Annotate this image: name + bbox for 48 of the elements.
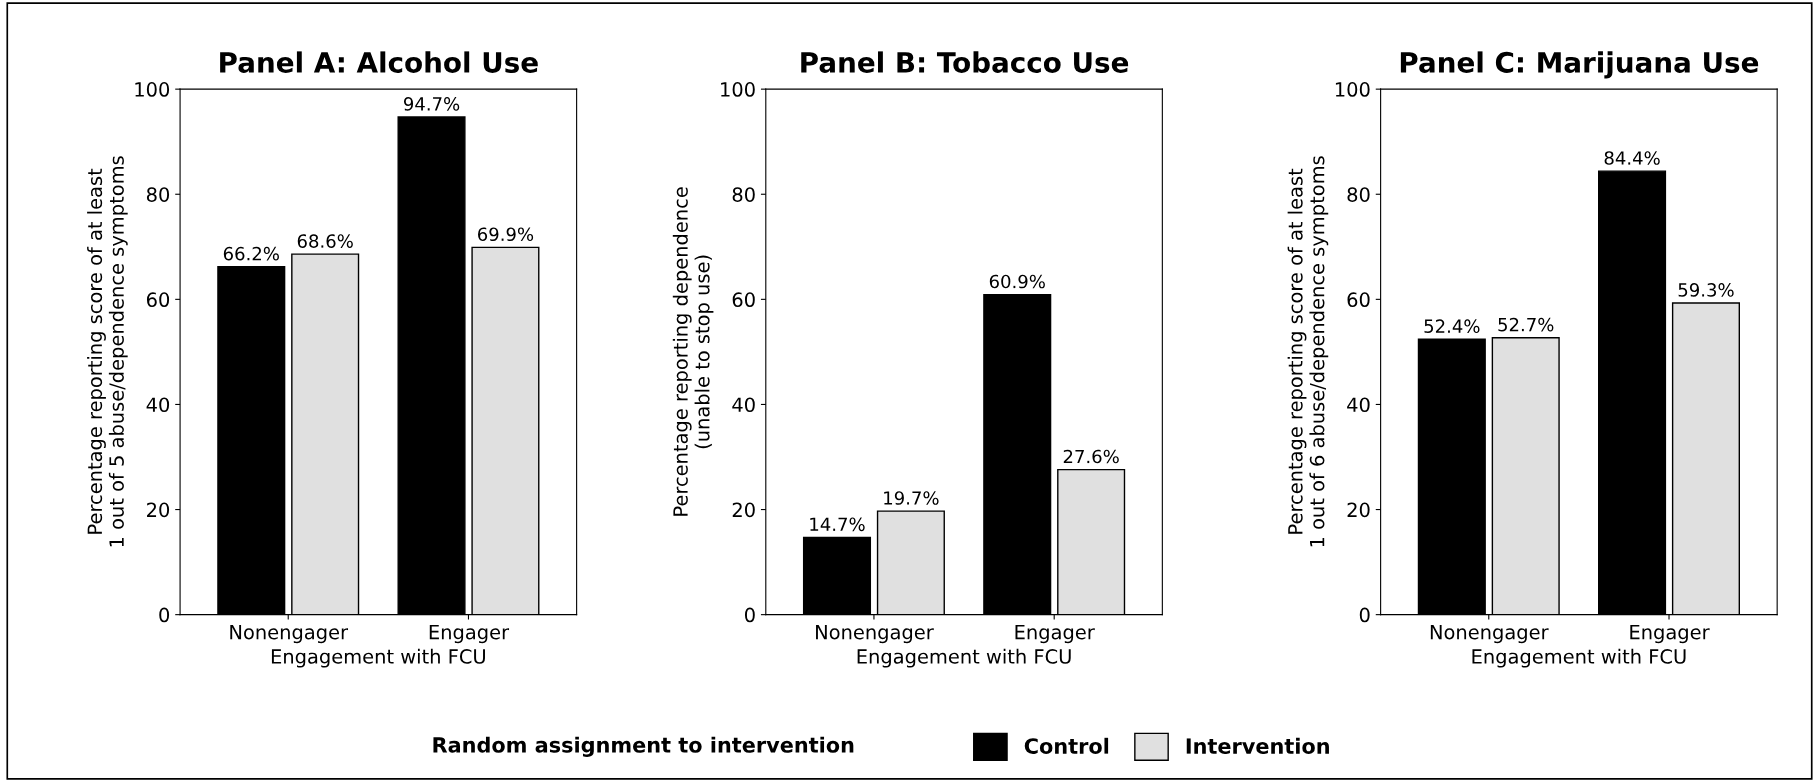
- data-label: 59.3%: [1678, 283, 1734, 297]
- y-tick-label: 80: [1347, 187, 1370, 202]
- x-axis-title: Engagement with FCU: [271, 648, 485, 668]
- x-tick-label: Engager: [1015, 624, 1095, 644]
- y-tick-label: 40: [146, 397, 170, 413]
- data-label: 19.7%: [884, 491, 939, 505]
- y-tick-label: 40: [1347, 397, 1370, 413]
- legend-label: Intervention: [1186, 737, 1329, 754]
- y-axis-title: Percentage reporting score of at least 1 out of 5 abuse/dependence symptoms: [87, 156, 128, 547]
- y-tick-label: 80: [146, 187, 170, 202]
- x-tick-label: Nonengager: [1430, 624, 1549, 644]
- chart-title: Panel B: Tobacco Use: [801, 51, 1129, 73]
- y-tick-label: 20: [732, 502, 755, 518]
- data-label: 14.7%: [810, 517, 865, 532]
- y-axis-title: Percentage reporting dependence (unable to stop use): [672, 187, 714, 516]
- data-label: 68.6%: [297, 234, 353, 248]
- x-tick-label: Nonengager: [816, 624, 934, 644]
- y-tick-label: 20: [1347, 502, 1370, 518]
- legend-label: Control: [1024, 737, 1109, 754]
- y-tick-label: 100: [135, 82, 170, 97]
- data-label: 69.9%: [478, 227, 534, 242]
- y-tick-label: 0: [1359, 607, 1370, 623]
- y-axis-title: Percentage reporting score of at least 1 out of 6 abuse/dependence symptoms: [1287, 156, 1329, 547]
- data-label: 60.9%: [989, 274, 1045, 289]
- data-label: 52.4%: [1424, 319, 1480, 334]
- y-tick-label: 100: [1335, 82, 1370, 97]
- y-tick-label: 60: [146, 292, 170, 308]
- y-tick-label: 100: [721, 82, 755, 97]
- data-label: 84.4%: [1604, 151, 1660, 165]
- data-label: 52.7%: [1498, 317, 1554, 332]
- data-label: 94.7%: [403, 97, 460, 111]
- y-tick-label: 20: [147, 502, 170, 518]
- x-axis-title: Engagement with FCU: [1472, 648, 1686, 668]
- x-tick-label: Engager: [1630, 624, 1710, 644]
- x-axis-title: Engagement with FCU: [857, 648, 1071, 668]
- data-label: 27.6%: [1063, 449, 1119, 464]
- y-tick-label: 0: [744, 607, 755, 623]
- y-tick-label: 0: [159, 607, 170, 623]
- y-tick-label: 40: [732, 397, 755, 413]
- y-tick-label: 80: [732, 187, 755, 202]
- y-tick-label: 60: [732, 292, 755, 308]
- legend-title: Random assignment to intervention: [433, 736, 854, 757]
- x-tick-label: Engager: [429, 624, 510, 644]
- data-label: 66.2%: [223, 246, 279, 261]
- x-tick-label: Nonengager: [230, 624, 349, 644]
- y-tick-label: 60: [1347, 292, 1370, 308]
- chart-title: Panel C: Marijuana Use: [1400, 51, 1759, 79]
- chart-title: Panel A: Alcohol Use: [220, 51, 538, 73]
